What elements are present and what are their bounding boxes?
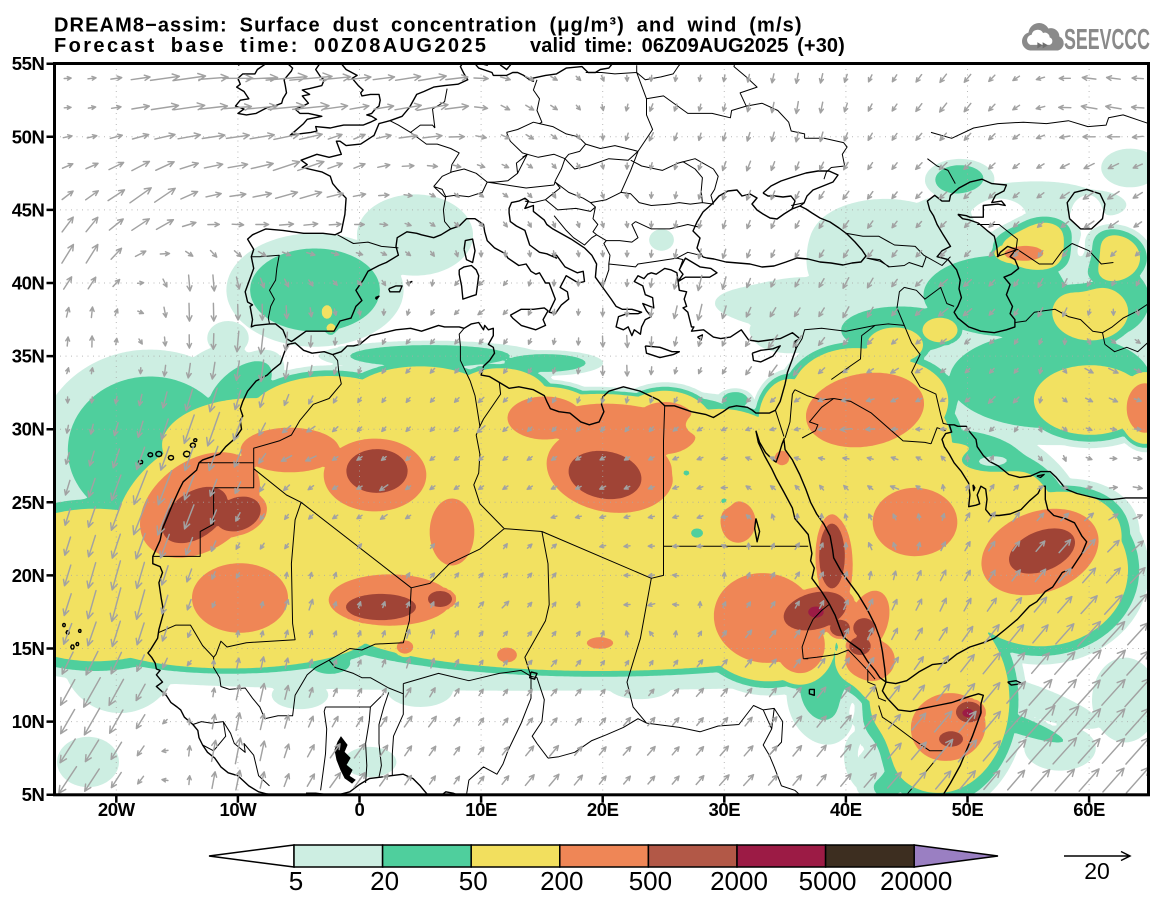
svg-text:20: 20 (370, 866, 399, 896)
svg-text:10N: 10N (12, 711, 45, 732)
svg-text:DREAM8−assim: Surface dust con: DREAM8−assim: Surface dust concentration… (54, 15, 803, 37)
svg-text:20E: 20E (587, 799, 619, 820)
svg-text:30N: 30N (12, 419, 45, 440)
svg-text:20000: 20000 (880, 866, 952, 896)
svg-text:10W: 10W (219, 799, 257, 820)
svg-text:50: 50 (459, 866, 488, 896)
svg-text:SEEVCCC: SEEVCCC (1064, 24, 1150, 56)
svg-text:40E: 40E (830, 799, 862, 820)
svg-text:500: 500 (629, 866, 672, 896)
svg-text:15N: 15N (12, 638, 45, 659)
svg-text:50E: 50E (952, 799, 984, 820)
svg-text:55N: 55N (12, 53, 45, 74)
svg-text:10E: 10E (465, 799, 497, 820)
svg-text:5000: 5000 (799, 866, 857, 896)
svg-text:20N: 20N (12, 565, 45, 586)
svg-text:Forecast base time: 00Z08AUG20: Forecast base time: 00Z08AUG2025 (54, 35, 488, 57)
svg-text:0: 0 (355, 799, 365, 820)
svg-text:200: 200 (540, 866, 583, 896)
svg-text:60E: 60E (1073, 799, 1105, 820)
svg-text:20W: 20W (98, 799, 136, 820)
svg-text:5N: 5N (22, 784, 45, 805)
svg-text:5: 5 (289, 866, 303, 896)
svg-text:30E: 30E (708, 799, 740, 820)
svg-text:20: 20 (1084, 858, 1110, 884)
svg-text:2000: 2000 (710, 866, 768, 896)
svg-text:50N: 50N (12, 126, 45, 147)
svg-text:25N: 25N (12, 492, 45, 513)
svg-text:45N: 45N (12, 199, 45, 220)
svg-text:valid time: 06Z09AUG2025 (+30): valid time: 06Z09AUG2025 (+30) (530, 35, 845, 57)
svg-text:35N: 35N (12, 346, 45, 367)
svg-text:40N: 40N (12, 273, 45, 294)
